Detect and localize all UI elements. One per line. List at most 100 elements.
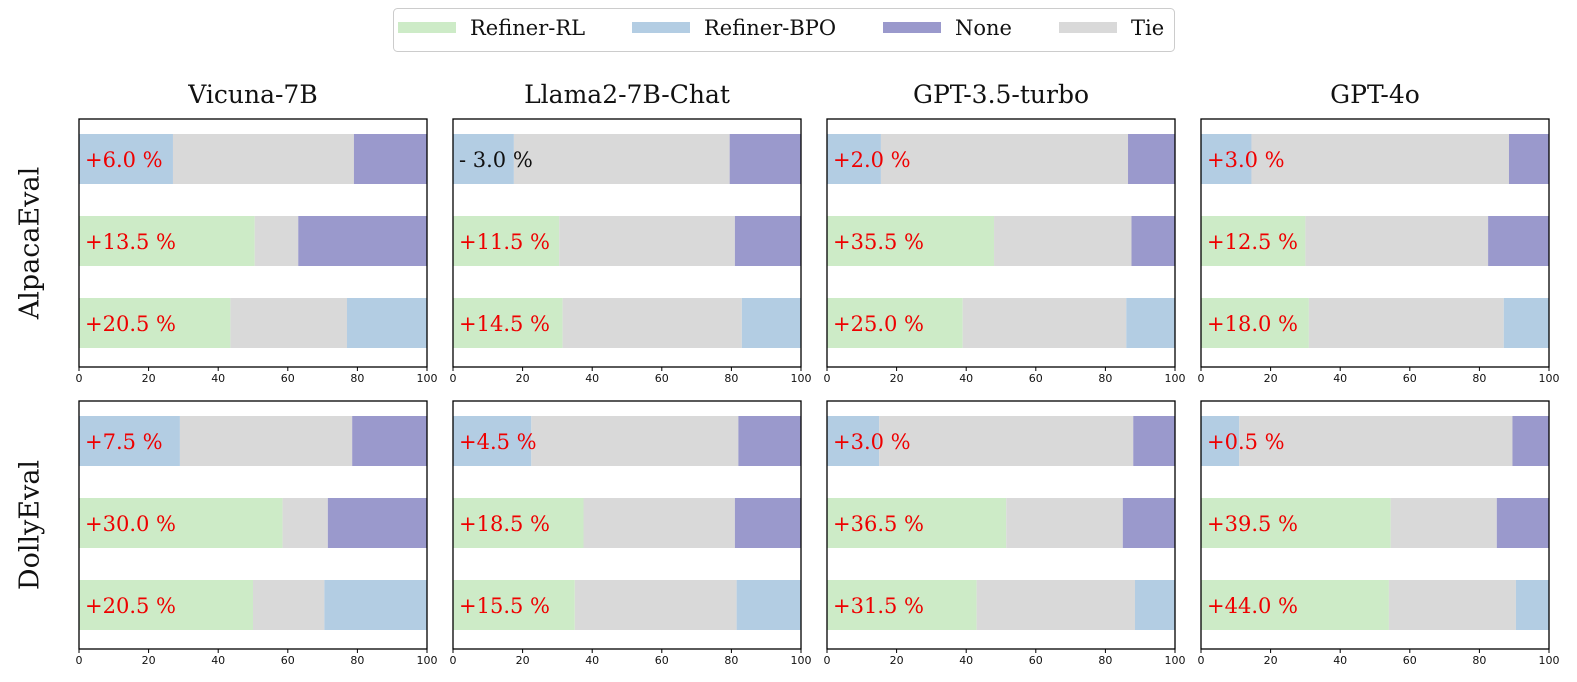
x-tick-label: 80 (1098, 654, 1112, 667)
x-tick-label: 60 (1029, 654, 1043, 667)
bar-segment-tie (531, 416, 739, 466)
x-tick-label: 60 (1403, 654, 1417, 667)
bar-segment-refiner-bpo (827, 134, 881, 184)
panel-dollyeval-llama2-7b-chat: +4.5 % +18.5 % +15.5 % 0 20 40 60 80 100 (450, 400, 812, 667)
bar-1: +4.5 % (453, 416, 801, 466)
bar-data-label: +11.5 % (459, 230, 550, 254)
bar-segment-tie (513, 134, 730, 184)
bar-segment-refiner-rl (79, 298, 231, 348)
bar-1: +7.5 % (79, 416, 427, 466)
legend-label-refiner-rl: Refiner-RL (470, 16, 585, 40)
panel-alpacaeval-llama2-7b-chat: - 3.0 % +11.5 % +14.5 % 0 20 40 60 80 100 (450, 118, 812, 385)
bar-segment-refiner-rl (453, 498, 584, 548)
x-tick-label: 100 (1165, 372, 1186, 385)
bar-segment-none (1508, 134, 1549, 184)
bar-segment-tie (230, 298, 347, 348)
bar-segment-refiner-bpo (1503, 298, 1549, 348)
bar-2: +18.5 % (453, 498, 801, 548)
bar-segment-refiner-bpo (324, 580, 427, 630)
x-tick-label: 80 (350, 654, 364, 667)
x-tick-label: 0 (824, 372, 831, 385)
x-tick-label: 0 (76, 654, 83, 667)
bar-segment-refiner-bpo (79, 416, 180, 466)
bar-2: +13.5 % (79, 216, 427, 266)
bar-data-label: +18.5 % (459, 512, 550, 536)
bar-segment-none (1133, 416, 1175, 466)
bar-1: +3.0 % (827, 416, 1175, 466)
x-tick-label: 60 (655, 372, 669, 385)
x-tick-label: 0 (450, 372, 457, 385)
column-title-gpt-4o: GPT-4o (1330, 80, 1420, 109)
x-tick-label: 60 (655, 654, 669, 667)
bar-segment-none (298, 216, 427, 266)
x-tick-label: 20 (142, 372, 156, 385)
bar-segment-refiner-bpo (1201, 416, 1240, 466)
bar-data-label: +14.5 % (459, 312, 550, 336)
bar-data-label: +25.0 % (833, 312, 924, 336)
bar-1: - 3.0 % (453, 134, 801, 184)
legend-swatch-none (883, 22, 941, 33)
panel-frame (1200, 118, 1550, 368)
legend-frame (393, 8, 1175, 52)
bar-segment-tie (562, 298, 742, 348)
x-tick-label: 100 (417, 654, 438, 667)
x-tick-label: 20 (890, 372, 904, 385)
bar-segment-refiner-rl (79, 580, 253, 630)
panel-alpacaeval-vicuna-7b: +6.0 % +13.5 % +20.5 % 0 20 40 60 80 100 (76, 118, 438, 385)
bar-segment-tie (994, 216, 1132, 266)
x-tick-label: 80 (350, 372, 364, 385)
bar-data-label: +15.5 % (459, 594, 550, 618)
bar-segment-refiner-bpo (453, 134, 514, 184)
bar-segment-refiner-rl (827, 580, 977, 630)
bar-segment-refiner-bpo (79, 134, 173, 184)
x-tick-label: 100 (791, 372, 812, 385)
legend-swatch-refiner-rl (398, 22, 456, 33)
bar-segment-tie (1251, 134, 1509, 184)
x-tick-label: 0 (824, 654, 831, 667)
bar-segment-refiner-rl (827, 298, 963, 348)
bar-data-label: +0.5 % (1207, 430, 1285, 454)
bar-segment-none (327, 498, 427, 548)
x-tick-label: 80 (1472, 372, 1486, 385)
bar-segment-tie (583, 498, 735, 548)
bar-segment-tie (880, 134, 1129, 184)
bar-3: +14.5 % (453, 298, 801, 348)
panel-frame (78, 118, 428, 368)
bar-segment-refiner-rl (827, 216, 995, 266)
x-tick-label: 80 (724, 654, 738, 667)
x-tick-label: 100 (417, 372, 438, 385)
bar-data-label: +36.5 % (833, 512, 924, 536)
x-tick-label: 20 (516, 654, 530, 667)
x-tick-label: 20 (890, 654, 904, 667)
x-tick-label: 40 (959, 372, 973, 385)
bar-segment-refiner-rl (453, 298, 563, 348)
bar-1: +0.5 % (1201, 416, 1549, 466)
bar-segment-refiner-rl (79, 216, 255, 266)
legend-label-refiner-bpo: Refiner-BPO (704, 16, 836, 40)
x-tick-label: 20 (1264, 372, 1278, 385)
bar-3: +20.5 % (79, 580, 427, 630)
panel-dollyeval-gpt-3-5-turbo: +3.0 % +36.5 % +31.5 % 0 20 40 60 80 100 (824, 400, 1186, 667)
x-tick-label: 0 (76, 372, 83, 385)
bar-segment-refiner-bpo (1201, 134, 1252, 184)
bar-segment-tie (879, 416, 1134, 466)
x-tick-label: 20 (516, 372, 530, 385)
bar-segment-tie (179, 416, 353, 466)
bar-data-label: +3.0 % (833, 430, 911, 454)
bar-segment-refiner-bpo (736, 580, 801, 630)
panel-alpacaeval-gpt-4o: +3.0 % +12.5 % +18.0 % 0 20 40 60 80 100 (1198, 118, 1560, 385)
x-tick-label: 80 (1472, 654, 1486, 667)
chart-panels: +6.0 % +13.5 % +20.5 % 0 20 40 60 80 100 - 3.0 % +… (76, 118, 1560, 667)
bar-segment-refiner-bpo (346, 298, 427, 348)
x-tick-label: 40 (585, 654, 599, 667)
row-titles: AlpacaEval DollyEval (15, 167, 46, 590)
bar-segment-refiner-rl (827, 498, 1007, 548)
bar-data-label: +30.0 % (85, 512, 176, 536)
legend-swatch-tie (1059, 22, 1117, 33)
bar-segment-refiner-bpo (827, 416, 880, 466)
bar-segment-refiner-bpo (1134, 580, 1175, 630)
bar-2: +30.0 % (79, 498, 427, 548)
x-tick-label: 40 (959, 654, 973, 667)
legend-label-none: None (955, 16, 1012, 40)
x-tick-label: 100 (1539, 372, 1560, 385)
